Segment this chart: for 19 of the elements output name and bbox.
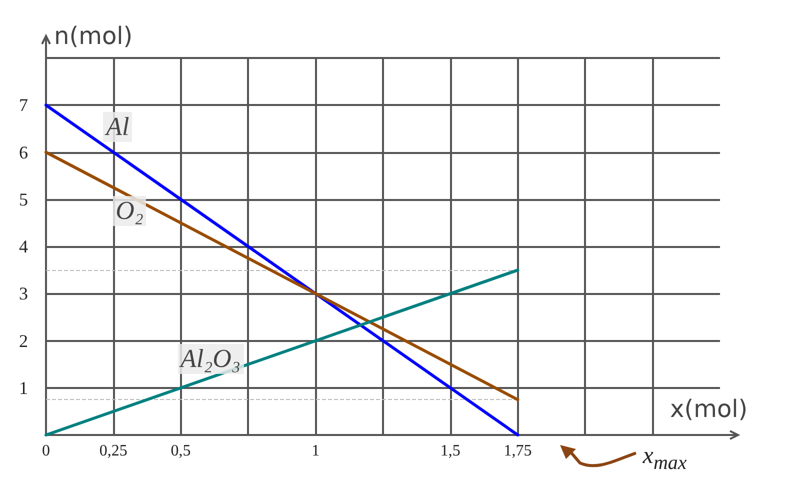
series-label: Al (103, 112, 132, 142)
y-tick-label: 7 (19, 95, 28, 116)
y-tick-label: 6 (19, 142, 28, 162)
x-axis-title: x(mol) (670, 395, 748, 423)
x-tick-label: 1,75 (504, 442, 532, 460)
x-tick-label: 0,5 (170, 442, 191, 460)
x-tick-label: 1,5 (440, 442, 460, 460)
y-tick-label: 5 (19, 189, 28, 210)
text: x$_{max}$ (642, 443, 687, 475)
y-tick-label: 2 (19, 330, 28, 351)
y-axis-title: n(mol) (54, 22, 133, 50)
x-tick-label: 0,25 (99, 442, 128, 460)
series-label: Al₂O₃ (178, 344, 244, 374)
series-label: O₂ (112, 196, 146, 226)
y-tick-label: 3 (19, 284, 28, 304)
x-tick-label: 0 (42, 442, 50, 460)
x-tick-label: 1 (312, 442, 320, 460)
y-tick-label: 1 (19, 378, 28, 398)
y-tick-label: 4 (19, 236, 28, 256)
